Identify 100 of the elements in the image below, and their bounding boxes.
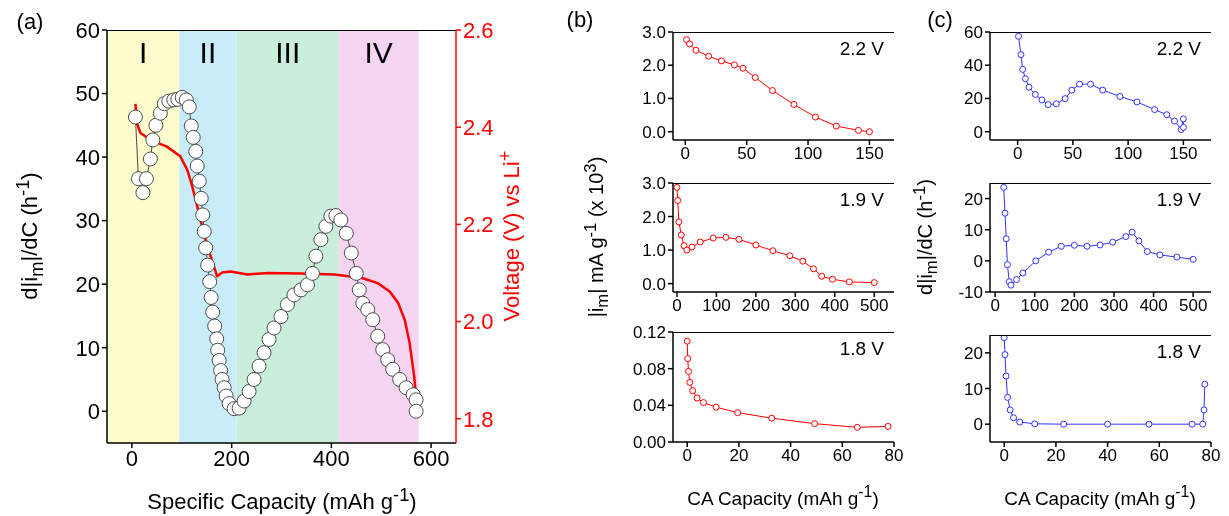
x-tick-label: 0 (672, 296, 682, 316)
point (1000, 183, 1008, 191)
x-axis-title: CA Capacity (mAh g$^{-1}$) (1004, 483, 1196, 511)
point (700, 399, 707, 407)
x-tick-label: 200 (1060, 296, 1089, 316)
point (1156, 251, 1164, 259)
x-tick-label: 500 (1178, 296, 1208, 316)
y-tick-label: 0.08 (632, 359, 666, 379)
y2-tick-label: 1.8 (463, 406, 494, 432)
point (1057, 242, 1065, 250)
point (1135, 237, 1143, 245)
point (790, 100, 798, 108)
point (677, 231, 685, 239)
x-tick-label: 500 (860, 296, 889, 316)
point (1038, 96, 1046, 104)
point (1002, 372, 1010, 380)
point (1001, 209, 1009, 217)
y-tick-label: 2.0 (642, 207, 666, 227)
point (1109, 238, 1117, 246)
x-tick-label: 50 (737, 144, 757, 164)
point (688, 243, 696, 251)
point (1083, 242, 1091, 250)
point (1025, 83, 1033, 91)
point (1003, 261, 1011, 269)
y-tick-label: 0.12 (632, 323, 666, 343)
point (1016, 418, 1024, 426)
x-tick-label: 400 (820, 296, 849, 316)
y-tick-label: 60 (75, 17, 100, 43)
x-tick-label: 150 (1169, 144, 1198, 164)
x-tick-label: 600 (412, 445, 450, 471)
y-tick-label: 0 (973, 251, 983, 271)
point (1104, 420, 1112, 428)
x-tick-label: 40 (781, 446, 801, 466)
y-tick-label: 20 (964, 89, 983, 109)
point (865, 128, 873, 136)
point (674, 196, 682, 204)
point (684, 355, 692, 363)
x-tick-label: 0 (999, 446, 1009, 466)
point (686, 378, 694, 386)
y-tick-label: 20 (964, 343, 983, 363)
point (693, 394, 701, 402)
point (1173, 253, 1181, 261)
point (1019, 65, 1027, 73)
y-tick-label: 2.0 (642, 56, 666, 76)
point (1031, 420, 1039, 428)
y-tick-label: 50 (75, 81, 100, 107)
point (1031, 90, 1039, 98)
point (1179, 115, 1187, 123)
x-tick-label: 50 (1063, 144, 1083, 164)
x-tick-label: 100 (793, 144, 823, 164)
point (1068, 86, 1076, 94)
x-tick-label: 20 (1046, 446, 1066, 466)
point (735, 235, 743, 243)
point (870, 279, 878, 287)
point (1143, 248, 1151, 256)
point (686, 40, 694, 48)
chart-title: (c) (927, 6, 953, 34)
point (811, 420, 819, 428)
y-tick-label: 20 (75, 271, 100, 297)
y-tick-label: 1.0 (642, 89, 666, 109)
point (828, 275, 836, 283)
y-tick-label: 3.0 (642, 174, 666, 194)
point (1087, 80, 1095, 88)
point (1151, 106, 1159, 114)
point (712, 403, 720, 411)
point (1070, 241, 1078, 249)
y-tick-label: 0.0 (642, 274, 666, 294)
x-tick-label: 300 (1099, 296, 1129, 316)
point (854, 126, 862, 134)
point (768, 86, 776, 94)
point (1076, 80, 1084, 88)
point (673, 183, 681, 191)
y-tick-label: 0.00 (632, 433, 666, 453)
point (675, 218, 683, 226)
point (739, 64, 747, 72)
x-tick-label: 100 (1113, 144, 1143, 164)
point (1060, 420, 1068, 428)
point (1200, 406, 1208, 414)
point (705, 52, 713, 60)
x-tick-label: 200 (741, 296, 771, 316)
x-tick-label: 100 (702, 296, 731, 316)
point (1004, 393, 1012, 401)
annotation: 1.8 V (1156, 341, 1201, 363)
x-tick-label: 60 (832, 446, 852, 466)
point (1145, 420, 1153, 428)
annotation: 2.2 V (1156, 38, 1201, 60)
point (832, 122, 840, 130)
x-tick-label: 40 (1098, 446, 1118, 466)
point (1061, 95, 1069, 103)
point (1128, 228, 1136, 236)
band-label: IV (364, 36, 393, 70)
x-tick-label: 400 (1139, 296, 1168, 316)
point (1010, 414, 1018, 422)
point (799, 257, 807, 265)
x-tick-label: 150 (855, 144, 884, 164)
point (689, 387, 697, 395)
y-tick-label: 0 (87, 399, 100, 425)
x-tick-label: 300 (781, 296, 810, 316)
x-tick-label: 0 (125, 445, 139, 471)
point (1189, 255, 1197, 263)
